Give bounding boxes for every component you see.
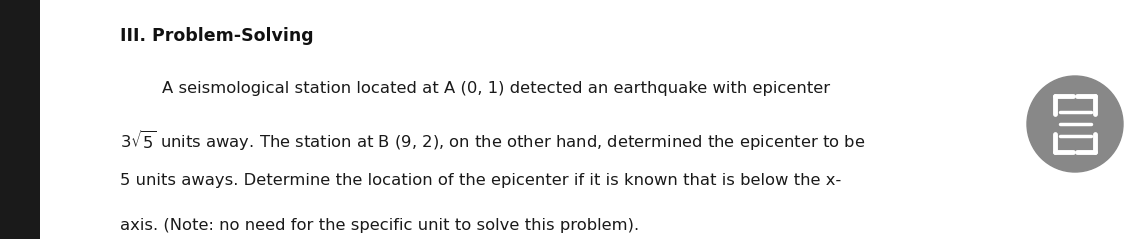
Text: 3$\sqrt{5}$ units away. The station at B (9, 2), on the other hand, determined t: 3$\sqrt{5}$ units away. The station at B… xyxy=(120,129,865,153)
Text: III. Problem-Solving: III. Problem-Solving xyxy=(120,27,314,45)
Text: axis. (Note: no need for the specific unit to solve this problem).: axis. (Note: no need for the specific un… xyxy=(120,218,639,233)
Text: A seismological station located at A (0, 1) detected an earthquake with epicente: A seismological station located at A (0,… xyxy=(120,81,830,96)
Text: 5 units aways. Determine the location of the epicenter if it is known that is be: 5 units aways. Determine the location of… xyxy=(120,174,841,188)
